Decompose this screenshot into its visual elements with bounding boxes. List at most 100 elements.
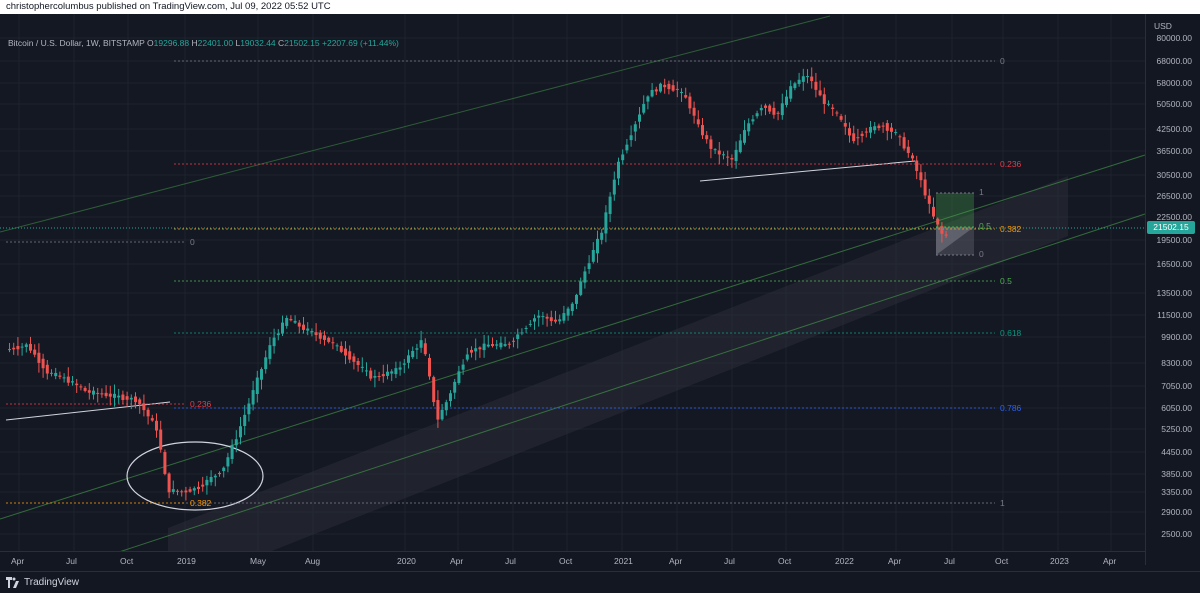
price-tick-label: 11500.00 — [1157, 310, 1192, 320]
candle-body — [407, 355, 410, 363]
candle-body — [650, 89, 654, 97]
candle-body — [436, 400, 440, 420]
candle-body — [776, 112, 780, 114]
candle-body — [226, 457, 230, 467]
candle-body — [659, 83, 662, 92]
candle-body — [344, 348, 347, 356]
candle-body — [520, 332, 524, 334]
candle-body — [386, 371, 389, 376]
fib-box-green — [936, 193, 974, 227]
candle-body — [827, 103, 830, 105]
candle-body — [100, 393, 104, 395]
candle-body — [726, 156, 730, 158]
candle-body — [205, 479, 209, 486]
candle-body — [881, 125, 885, 127]
price-tick-label: 80000.00 — [1156, 33, 1192, 43]
candle-body — [856, 137, 860, 139]
candle-body — [83, 387, 87, 391]
change-value: +2207.69 (+11.44%) — [322, 38, 399, 48]
symbol-name[interactable]: Bitcoin / U.S. Dollar, 1W, BITSTAMP — [8, 38, 145, 48]
high-label: H — [191, 38, 198, 48]
candle-body — [575, 294, 578, 304]
price-tick-label: 19500.00 — [1156, 235, 1192, 245]
candle-body — [684, 95, 688, 98]
candle-body — [642, 103, 646, 113]
candle-body — [507, 343, 511, 345]
candle-body — [369, 370, 373, 379]
candle-body — [125, 396, 129, 400]
candle-body — [29, 343, 32, 351]
candle-body — [297, 322, 301, 327]
time-tick-label: 2023 — [1050, 556, 1069, 566]
open-label: O — [147, 38, 154, 48]
candle-body — [335, 345, 339, 347]
candle-body — [902, 137, 906, 149]
price-axis[interactable]: USD 80000.00 68000.00 58000.00 50500.00 4250… — [1145, 14, 1200, 565]
time-tick-label: 2022 — [835, 556, 854, 566]
candle-body — [230, 445, 234, 459]
candle-body — [554, 319, 557, 322]
candle-body — [234, 439, 238, 446]
candle-body — [839, 116, 843, 120]
candle-body — [549, 317, 553, 322]
candle-body — [596, 238, 599, 254]
candle-body — [919, 172, 923, 181]
candle-body — [251, 390, 255, 405]
candle-body — [860, 133, 864, 136]
candle-body — [835, 112, 839, 114]
time-tick-label: May — [250, 556, 267, 566]
price-tick-label: 22500.00 — [1156, 212, 1192, 222]
price-tick-label: 2500.00 — [1161, 529, 1192, 539]
candle-body — [394, 368, 398, 375]
fib-level-label: 0.786 — [1000, 403, 1022, 413]
price-tick-label: 36500.00 — [1156, 146, 1192, 156]
channel-bottom-line — [109, 213, 1145, 556]
candle-body — [797, 79, 801, 84]
candle-body — [621, 154, 625, 161]
candle-body — [873, 126, 877, 131]
footer-brand: TradingView — [24, 577, 80, 588]
candle-body — [541, 316, 545, 318]
candle-body — [117, 395, 121, 398]
candle-body — [612, 179, 616, 195]
candle-body — [293, 320, 297, 323]
candle-body — [932, 206, 935, 217]
time-tick-label: Jul — [505, 556, 516, 566]
candle-body — [667, 83, 671, 90]
candle-body — [629, 135, 633, 141]
candle-body — [239, 426, 242, 438]
price-tick-label: 42500.00 — [1156, 124, 1192, 134]
price-chart[interactable] — [0, 14, 1145, 565]
candle-body — [432, 377, 436, 403]
price-tick-label: 8300.00 — [1161, 358, 1192, 368]
candle-body — [869, 126, 872, 133]
fib-level-label: 0.236 — [1000, 159, 1022, 169]
candle-body — [184, 490, 188, 493]
candle-body — [936, 218, 940, 225]
candle-body — [142, 403, 146, 411]
candle-body — [944, 234, 948, 236]
time-tick-label: Jul — [66, 556, 77, 566]
candle-body — [864, 131, 868, 133]
candle-body — [785, 96, 788, 106]
candle-body — [617, 161, 620, 179]
candle-body — [768, 105, 772, 112]
candle-body — [268, 345, 272, 359]
candle-body — [339, 345, 343, 352]
candle-body — [192, 488, 196, 491]
close-label: C — [278, 38, 285, 48]
candle-body — [810, 76, 814, 82]
fib-left-label: 0.382 — [190, 498, 212, 508]
candle-body — [470, 349, 473, 353]
candle-body — [600, 232, 604, 240]
price-tick-label: 5250.00 — [1161, 424, 1192, 434]
upper-trendline — [0, 15, 831, 233]
candle-body — [440, 409, 444, 420]
symbol-legend[interactable]: Bitcoin / U.S. Dollar, 1W, BITSTAMP O192… — [8, 38, 399, 48]
time-axis[interactable]: Apr Jul Oct 2019 May Aug 2020 Apr Jul Oct 2021 Apr J… — [0, 551, 1145, 571]
chart-area[interactable]: Bitcoin / U.S. Dollar, 1W, BITSTAMP O192… — [0, 14, 1145, 565]
candle-body — [402, 363, 406, 365]
candle-body — [66, 376, 70, 383]
time-tick-label: Oct — [120, 556, 134, 566]
candle-body — [247, 403, 251, 415]
